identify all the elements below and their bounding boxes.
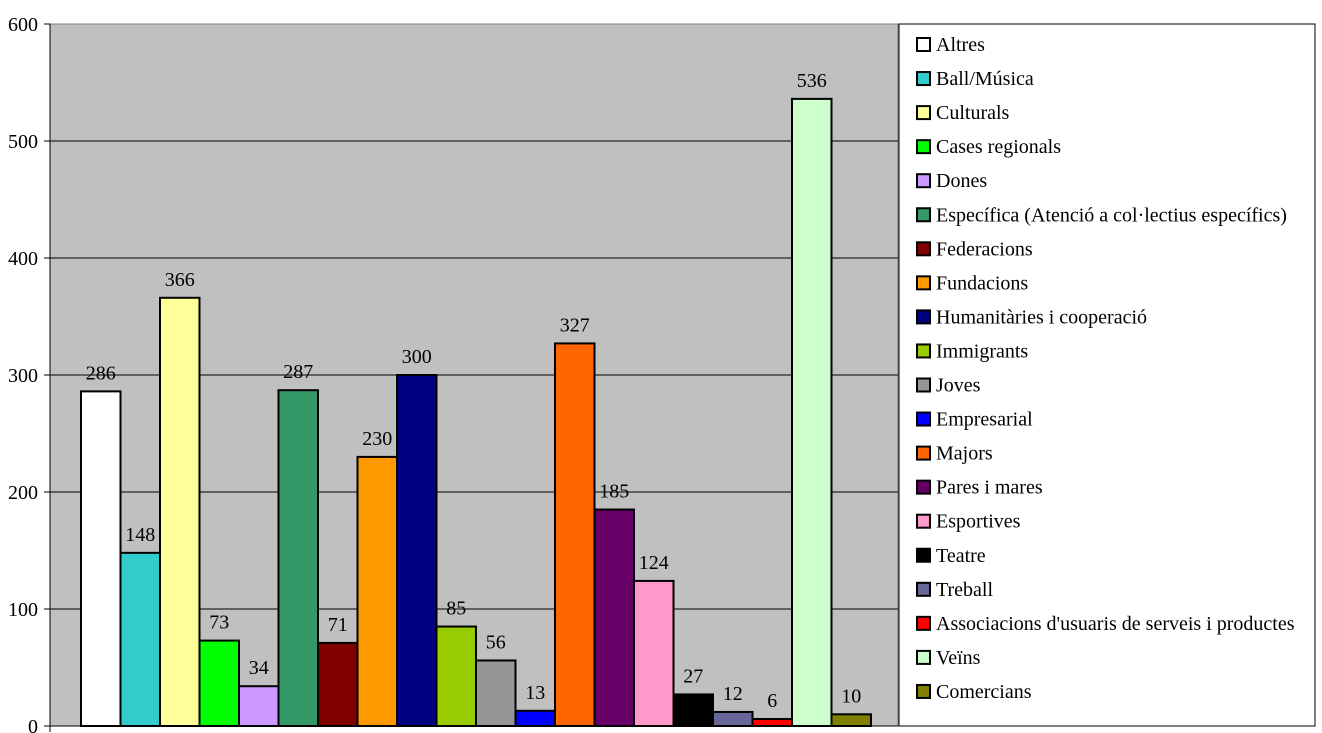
data-label: 73 (209, 612, 229, 634)
bar (396, 374, 438, 727)
data-label: 230 (362, 428, 392, 450)
data-label: 300 (402, 346, 432, 368)
legend-swatch (916, 105, 931, 121)
bar (830, 713, 872, 727)
legend-swatch (916, 71, 931, 87)
bar (435, 625, 477, 727)
bar (712, 710, 754, 728)
bar (198, 639, 240, 728)
y-tick-label: 100 (8, 599, 38, 621)
bar (317, 641, 359, 727)
y-tick-label: 500 (8, 131, 38, 153)
bar (475, 659, 517, 727)
bar (119, 551, 161, 728)
legend-label: Esportives (936, 511, 1021, 533)
y-tick-label: 600 (8, 14, 38, 36)
legend-label: Veïns (936, 647, 981, 669)
legend-label: Treball (936, 579, 993, 601)
bar (633, 579, 675, 727)
legend-swatch (916, 241, 931, 257)
bar (593, 508, 635, 727)
legend-box (898, 23, 1316, 727)
bar (791, 97, 833, 727)
legend-swatch (916, 275, 931, 291)
legend-swatch (916, 683, 931, 699)
y-tick-label: 200 (8, 482, 38, 504)
data-label: 287 (283, 361, 313, 383)
legend-label: Pares i mares (936, 477, 1043, 499)
legend-swatch (916, 173, 931, 189)
data-label: 85 (446, 598, 466, 620)
legend-swatch (916, 207, 931, 223)
legend-label: Dones (936, 170, 987, 192)
data-label: 12 (723, 683, 743, 705)
data-label: 71 (328, 614, 348, 636)
y-tick-label: 0 (28, 716, 38, 733)
data-label: 366 (165, 269, 195, 291)
bar (672, 693, 714, 727)
bar (751, 717, 793, 727)
y-axis: 0 100 200 300 400 500 600 (8, 14, 898, 733)
legend-swatch (916, 377, 931, 393)
legend-label: Humanitàries i cooperació (936, 306, 1147, 328)
data-label: 34 (249, 657, 269, 679)
bar (356, 455, 398, 727)
legend-swatch (916, 37, 931, 52)
legend-label: Específica (Atenció a col·lectius especí… (936, 204, 1287, 226)
data-label: 124 (639, 552, 669, 574)
data-label: 536 (797, 70, 827, 92)
legend-swatch (916, 309, 931, 325)
legend-label: Associacions d'usuaris de serveis i prod… (936, 613, 1295, 635)
bar (514, 709, 556, 727)
data-label: 185 (599, 481, 629, 503)
y-tick-label: 400 (8, 248, 38, 270)
data-label: 327 (560, 314, 590, 336)
legend-label: Ball/Música (936, 68, 1034, 90)
legend-swatch (916, 411, 931, 427)
legend: Altres Ball/Música Culturals Cases regional… (898, 23, 1316, 727)
bars (80, 97, 872, 728)
legend-label: Federacions (936, 238, 1033, 260)
bar (238, 685, 280, 727)
legend-label: Culturals (936, 102, 1010, 124)
y-tick-label: 300 (8, 365, 38, 387)
legend-label: Cases regionals (936, 136, 1061, 158)
legend-swatch (916, 649, 931, 665)
legend-swatch (916, 615, 931, 631)
data-label: 148 (125, 524, 155, 546)
data-labels: 286 148 366 73 34 287 71 230 300 85 56 13 327 185 124 2… (86, 70, 862, 712)
legend-label: Teatre (936, 545, 986, 567)
data-label: 10 (841, 685, 861, 707)
bar (277, 389, 319, 727)
data-label: 13 (525, 682, 545, 704)
data-label: 286 (86, 362, 116, 384)
data-label: 6 (767, 690, 777, 712)
bar (80, 390, 122, 727)
legend-swatch (916, 513, 931, 529)
legend-label: Immigrants (936, 340, 1028, 362)
legend-swatch (916, 343, 931, 359)
data-label: 56 (486, 631, 506, 653)
legend-label: Empresarial (936, 409, 1033, 431)
bar (554, 342, 596, 727)
legend-swatch (916, 445, 931, 461)
legend-label: Comercians (936, 681, 1032, 703)
legend-label: Altres (936, 34, 985, 56)
legend-swatch (916, 479, 931, 495)
legend-label: Joves (936, 375, 981, 397)
legend-swatch (916, 139, 931, 155)
legend-label: Majors (936, 443, 993, 465)
bar (159, 296, 201, 727)
legend-swatch (916, 581, 931, 597)
data-label: 27 (683, 665, 703, 687)
legend-swatch (916, 547, 931, 563)
legend-label: Fundacions (936, 272, 1028, 294)
